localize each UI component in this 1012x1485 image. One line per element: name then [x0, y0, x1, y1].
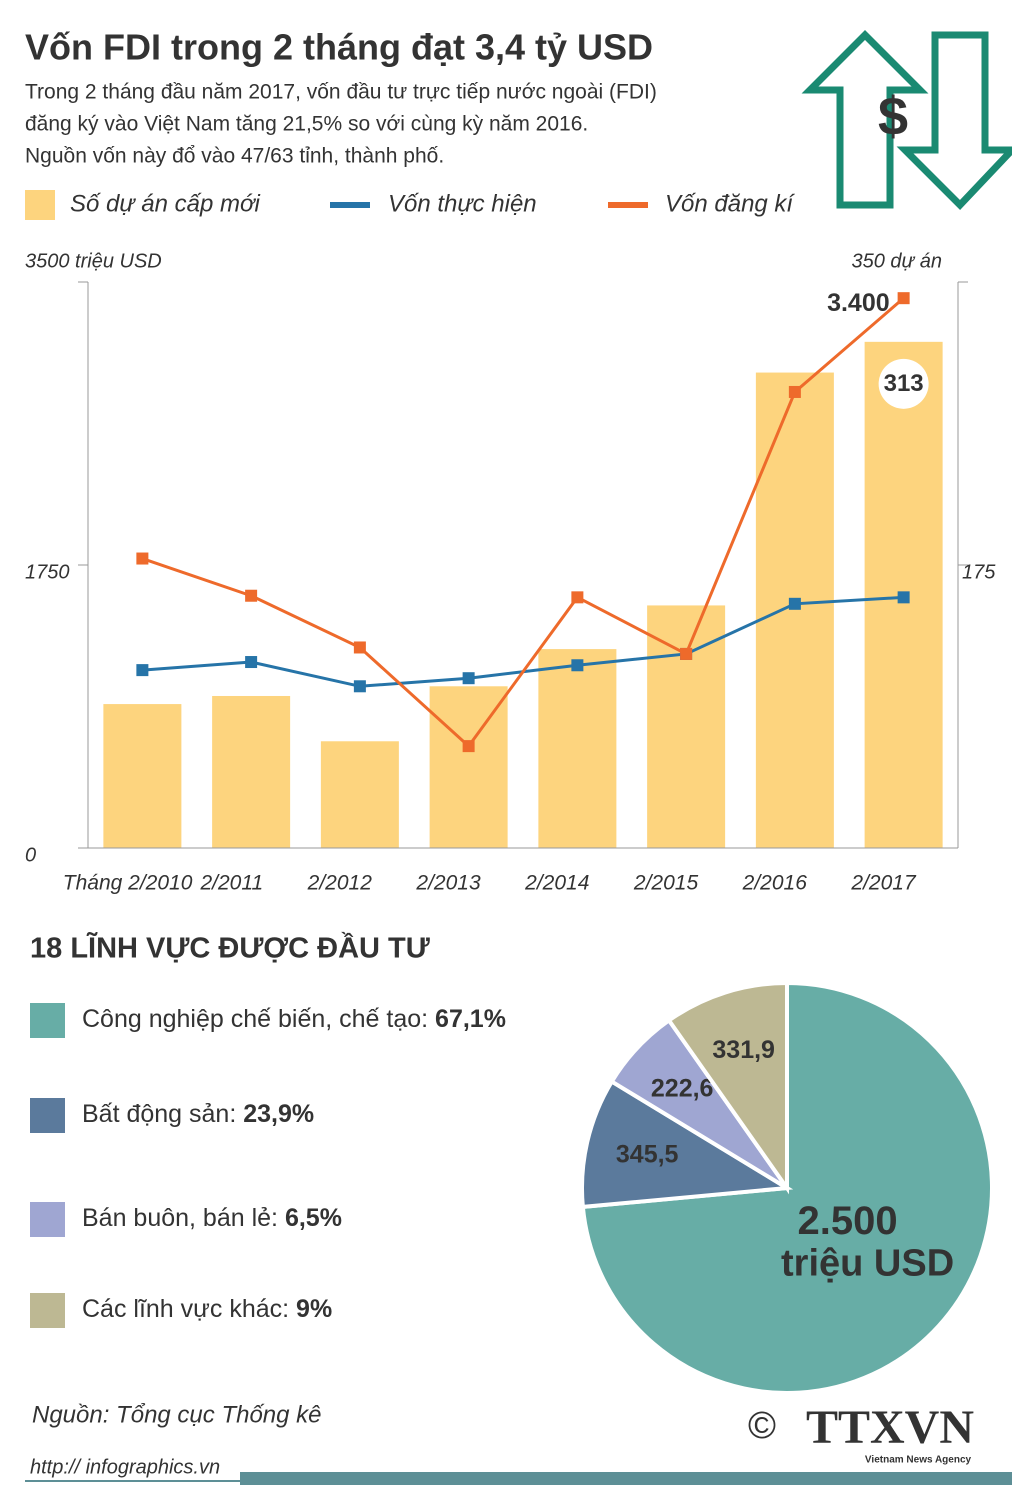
- arrows-icon: $: [801, 30, 1012, 211]
- line-point: [571, 591, 584, 604]
- title: Vốn FDI trong 2 tháng đạt 3,4 tỷ USD: [25, 27, 653, 68]
- subtitle-line: Nguồn vốn này đổ vào 47/63 tỉnh, thành p…: [25, 145, 444, 168]
- x-tick-label: 2/2015: [633, 872, 699, 895]
- pie-title: 18 LĨNH VỰC ĐƯỢC ĐẦU TƯ: [30, 931, 431, 965]
- line-point: [462, 740, 475, 753]
- legend-category: Công nghiệp chế biến, chế tạo:: [82, 1005, 428, 1033]
- pie-value-label: 222,6: [651, 1075, 714, 1103]
- line: [141, 297, 905, 749]
- source: Nguồn: Tổng cục Thống kê: [32, 1401, 322, 1428]
- x-tick-label: 2/2013: [415, 872, 481, 895]
- legend-swatch: [25, 190, 55, 220]
- legend-swatch: [30, 1293, 65, 1328]
- line-point: [353, 680, 366, 693]
- value-label-bg: [878, 358, 929, 409]
- line-point: [136, 664, 149, 677]
- legend-swatch: [30, 1003, 65, 1038]
- combo-chart: Số dự án cấp mới Vốn thực hiện Vốn đăng kí…: [25, 190, 996, 895]
- line-point: [136, 552, 149, 565]
- url: http:// infographics.vn: [30, 1456, 220, 1478]
- legend-label: Công nghiệp chế biến, chế tạo: 67,1%: [82, 1005, 506, 1033]
- x-tick-label: 2/2017: [850, 872, 917, 895]
- legend-label: Vốn đăng kí: [665, 190, 795, 217]
- pie-chart: 18 LĨNH VỰC ĐƯỢC ĐẦU TƯ Công nghiệp chế b…: [30, 931, 994, 1395]
- legend-label: Bất động sản: 23,9%: [82, 1100, 314, 1128]
- line-point: [788, 385, 801, 398]
- legend-category: Bán buôn, bán lẻ:: [82, 1204, 278, 1232]
- legend-label: Bán buôn, bán lẻ: 6,5%: [82, 1204, 342, 1232]
- x-tick-label: 2/2014: [524, 872, 589, 895]
- x-tick-label: Tháng 2/2010: [63, 872, 193, 895]
- x-tick-label: 2/2011: [199, 872, 263, 895]
- bar: [538, 649, 617, 848]
- y2-tick-label: 350 dự án: [851, 250, 942, 272]
- value-label: 313: [884, 370, 924, 397]
- line-point: [353, 641, 366, 654]
- line-point: [245, 589, 258, 602]
- logo: TTXVN: [806, 1401, 974, 1454]
- pie-value-label: 331,9: [712, 1036, 775, 1064]
- y2-tick-label: 175: [962, 561, 996, 583]
- legend-label: Số dự án cấp mới: [70, 190, 260, 217]
- x-tick-label: 2/2012: [307, 872, 373, 895]
- subtitle-line: Trong 2 tháng đầu năm 2017, vốn đầu tư t…: [25, 81, 657, 104]
- legend-swatch: [30, 1098, 65, 1133]
- legend-category: Các lĩnh vực khác:: [82, 1295, 289, 1323]
- y-tick-label: 1750: [25, 561, 70, 583]
- footer-strip: [240, 1472, 1012, 1485]
- legend-percent: 6,5%: [285, 1204, 342, 1232]
- line-point: [897, 292, 910, 305]
- line-point: [462, 672, 475, 685]
- x-tick-label: 2/2016: [742, 872, 808, 895]
- pie-value-label: 2.500: [798, 1199, 898, 1243]
- svg-text:$: $: [878, 86, 908, 146]
- line-point: [788, 597, 801, 610]
- legend-percent: 9%: [296, 1295, 332, 1323]
- logo-sub: Vietnam News Agency: [865, 1455, 972, 1466]
- legend-swatch: [30, 1202, 65, 1237]
- line-point: [680, 647, 693, 660]
- legend-percent: 67,1%: [435, 1005, 506, 1033]
- bar: [755, 372, 834, 848]
- y-tick-label: 0: [25, 844, 36, 866]
- legend-label: Các lĩnh vực khác: 9%: [82, 1295, 332, 1323]
- y-tick-label: 3500 triệu USD: [25, 250, 162, 272]
- line-point: [245, 656, 258, 669]
- legend-category: Bất động sản:: [82, 1100, 236, 1128]
- bar: [212, 695, 291, 848]
- value-label: 3.400: [827, 289, 890, 317]
- pie-slice: [666, 980, 789, 1195]
- bar: [429, 686, 508, 848]
- pie-slice: [580, 1078, 794, 1210]
- line-point: [897, 591, 910, 604]
- pie-value-label: 345,5: [616, 1140, 679, 1168]
- legend-label: Vốn thực hiện: [388, 190, 537, 217]
- pie-unit-label: triệu USD: [781, 1242, 954, 1284]
- copyright: ©: [748, 1405, 776, 1447]
- bar: [320, 741, 399, 848]
- bar: [103, 704, 182, 848]
- subtitle-line: đăng ký vào Việt Nam tăng 21,5% so với c…: [25, 113, 588, 136]
- legend-percent: 23,9%: [243, 1100, 314, 1128]
- line-point: [571, 659, 584, 672]
- bar: [647, 605, 726, 848]
